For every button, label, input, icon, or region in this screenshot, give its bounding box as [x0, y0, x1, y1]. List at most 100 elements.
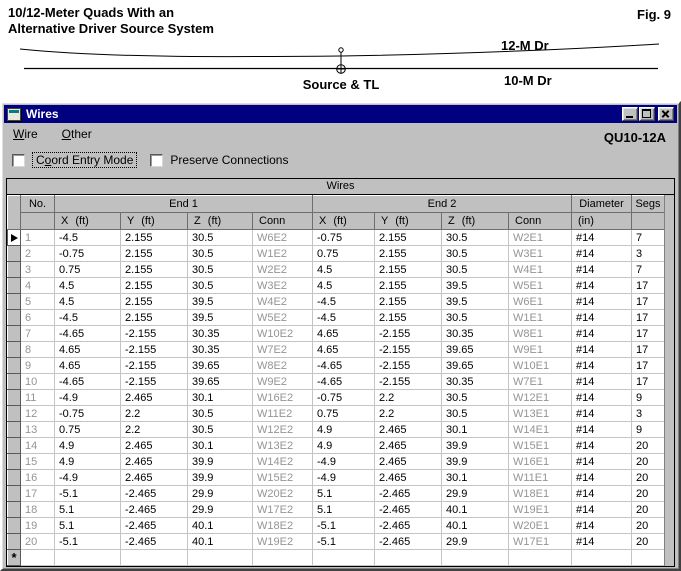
- cell-end2-z[interactable]: 39.9: [441, 437, 509, 454]
- coord-entry-mode-label[interactable]: Coord Entry Mode: [32, 152, 138, 168]
- cell-end2-y[interactable]: 2.2: [374, 405, 442, 422]
- cell-diameter[interactable]: #14: [571, 373, 632, 390]
- current-record-selector[interactable]: [7, 229, 21, 246]
- cell-end2-y[interactable]: -2.465: [374, 533, 442, 550]
- cell-end1-conn[interactable]: W7E2: [252, 341, 313, 358]
- cell-end2-z[interactable]: 30.5: [441, 309, 509, 326]
- cell-diameter[interactable]: #14: [571, 469, 632, 486]
- title-bar[interactable]: Wires: [4, 105, 677, 123]
- cell-end1-y[interactable]: 2.465: [120, 453, 188, 470]
- cell-end1-conn[interactable]: W1E2: [252, 245, 313, 262]
- cell-end2-x[interactable]: -5.1: [312, 517, 375, 534]
- cell-end1-x[interactable]: -4.9: [54, 389, 121, 406]
- cell-diameter[interactable]: #14: [571, 261, 632, 278]
- cell-end1-x[interactable]: -4.9: [54, 469, 121, 486]
- cell-no[interactable]: 10: [20, 373, 55, 390]
- subheader-end1-z[interactable]: Z (ft): [187, 212, 253, 230]
- cell-end2-y[interactable]: 2.465: [374, 421, 442, 438]
- cell-end1-y[interactable]: 2.2: [120, 405, 188, 422]
- record-selector[interactable]: [7, 357, 21, 374]
- cell-end2-x[interactable]: 5.1: [312, 501, 375, 518]
- cell-no[interactable]: 17: [20, 485, 55, 502]
- cell-end1-y[interactable]: 2.155: [120, 309, 188, 326]
- record-selector[interactable]: [7, 277, 21, 294]
- cell-end2-z[interactable]: 39.65: [441, 357, 509, 374]
- cell-end1-z[interactable]: 30.5: [187, 405, 253, 422]
- cell-end1-y[interactable]: -2.465: [120, 501, 188, 518]
- cell-end2-y[interactable]: -2.155: [374, 341, 442, 358]
- maximize-button[interactable]: [639, 107, 655, 121]
- cell-no[interactable]: 1: [20, 229, 55, 246]
- cell-end1-conn[interactable]: W16E2: [252, 389, 313, 406]
- cell-end1-x[interactable]: 4.9: [54, 453, 121, 470]
- cell-end1-conn[interactable]: W11E2: [252, 405, 313, 422]
- cell-end2-x[interactable]: 4.65: [312, 325, 375, 342]
- cell-no[interactable]: 18: [20, 501, 55, 518]
- cell-end1-conn[interactable]: W5E2: [252, 309, 313, 326]
- cell-end2-z[interactable]: 40.1: [441, 517, 509, 534]
- cell-end2-conn[interactable]: W18E1: [508, 485, 572, 502]
- cell-end1-y[interactable]: 2.2: [120, 421, 188, 438]
- record-selector[interactable]: [7, 261, 21, 278]
- cell-end2-conn[interactable]: W19E1: [508, 501, 572, 518]
- cell-end2-conn[interactable]: W1E1: [508, 309, 572, 326]
- cell-segs[interactable]: 7: [631, 229, 665, 246]
- cell-end1-y[interactable]: -2.155: [120, 373, 188, 390]
- cell-end1-z[interactable]: 39.9: [187, 453, 253, 470]
- cell-end2-x[interactable]: -4.5: [312, 309, 375, 326]
- subheader-end1-y[interactable]: Y (ft): [120, 212, 188, 230]
- cell-end1-x[interactable]: 4.5: [54, 277, 121, 294]
- cell-end1-z[interactable]: 30.5: [187, 421, 253, 438]
- cell-end1-x[interactable]: 4.9: [54, 437, 121, 454]
- cell-end2-x[interactable]: -4.65: [312, 373, 375, 390]
- cell-end1-z[interactable]: 30.5: [187, 261, 253, 278]
- cell-no[interactable]: 14: [20, 437, 55, 454]
- record-selector[interactable]: [7, 405, 21, 422]
- cell-end1-z[interactable]: 30.1: [187, 437, 253, 454]
- cell-end1-x[interactable]: -0.75: [54, 405, 121, 422]
- cell-end1-x[interactable]: 0.75: [54, 421, 121, 438]
- cell-end1-z[interactable]: 40.1: [187, 533, 253, 550]
- cell-segs[interactable]: 20: [631, 485, 665, 502]
- cell-end2-z[interactable]: 30.5: [441, 389, 509, 406]
- cell-end1-y[interactable]: 2.465: [120, 389, 188, 406]
- column-header-diameter[interactable]: Diameter: [571, 195, 632, 213]
- cell-end2-conn[interactable]: W11E1: [508, 469, 572, 486]
- cell-end2-x[interactable]: -5.1: [312, 533, 375, 550]
- cell-end1-conn[interactable]: W15E2: [252, 469, 313, 486]
- column-header-no[interactable]: No.: [20, 195, 55, 213]
- cell-end1-x[interactable]: 0.75: [54, 261, 121, 278]
- cell-end1-x[interactable]: 4.5: [54, 293, 121, 310]
- cell-end2-y[interactable]: 2.465: [374, 437, 442, 454]
- cell-end2-conn[interactable]: W5E1: [508, 277, 572, 294]
- cell-end2-y[interactable]: -2.465: [374, 517, 442, 534]
- subheader-end2-y[interactable]: Y (ft): [374, 212, 442, 230]
- cell-segs[interactable]: 3: [631, 245, 665, 262]
- cell-end2-y[interactable]: 2.155: [374, 277, 442, 294]
- subheader-end2-z[interactable]: Z (ft): [441, 212, 509, 230]
- cell-end2-z[interactable]: 30.35: [441, 373, 509, 390]
- empty-cell[interactable]: [120, 549, 188, 566]
- cell-end2-conn[interactable]: W20E1: [508, 517, 572, 534]
- empty-cell[interactable]: [54, 549, 121, 566]
- record-selector[interactable]: [7, 373, 21, 390]
- empty-cell[interactable]: [20, 549, 55, 566]
- cell-segs[interactable]: 17: [631, 325, 665, 342]
- cell-segs[interactable]: 7: [631, 261, 665, 278]
- menu-other[interactable]: Other: [61, 127, 92, 141]
- cell-end2-x[interactable]: -4.9: [312, 453, 375, 470]
- cell-end1-x[interactable]: -5.1: [54, 533, 121, 550]
- subheader-end2-x[interactable]: X (ft): [312, 212, 375, 230]
- cell-end1-x[interactable]: 4.65: [54, 341, 121, 358]
- cell-end2-conn[interactable]: W7E1: [508, 373, 572, 390]
- subheader-diameter-in[interactable]: (in): [571, 212, 632, 230]
- cell-end1-x[interactable]: 5.1: [54, 517, 121, 534]
- cell-end2-x[interactable]: 4.5: [312, 261, 375, 278]
- cell-segs[interactable]: 20: [631, 453, 665, 470]
- cell-end1-conn[interactable]: W13E2: [252, 437, 313, 454]
- cell-diameter[interactable]: #14: [571, 533, 632, 550]
- cell-end2-x[interactable]: 0.75: [312, 245, 375, 262]
- cell-end2-y[interactable]: -2.465: [374, 501, 442, 518]
- cell-end2-y[interactable]: 2.2: [374, 389, 442, 406]
- cell-end2-x[interactable]: 4.9: [312, 421, 375, 438]
